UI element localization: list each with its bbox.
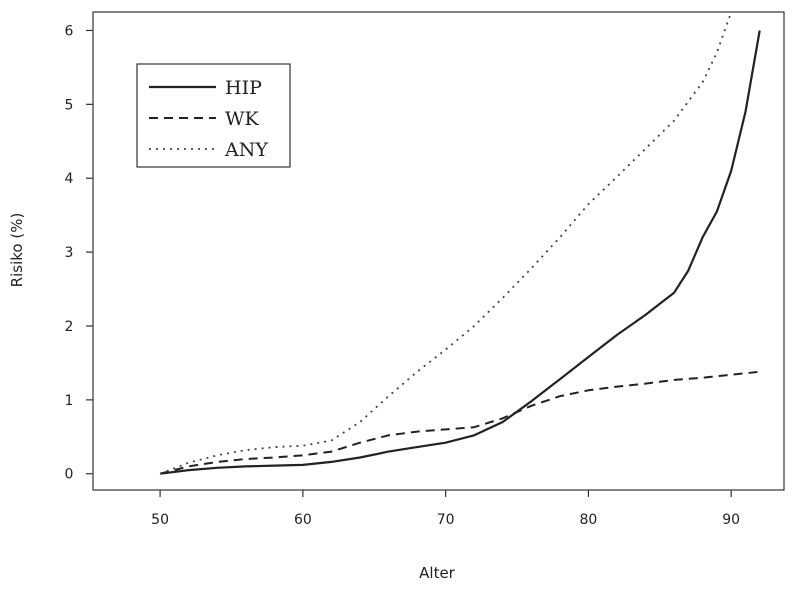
x-tick-label: 60 bbox=[294, 512, 312, 528]
series-lines bbox=[159, 12, 761, 475]
series-line-wk bbox=[159, 370, 760, 475]
y-axis-title: Risiko (%) bbox=[8, 213, 26, 288]
legend-label-hip: HIP bbox=[225, 77, 262, 99]
y-axis: 0 1 2 3 4 5 6 bbox=[65, 23, 93, 483]
x-tick-label: 90 bbox=[722, 512, 740, 528]
y-tick-label: 1 bbox=[65, 393, 74, 409]
legend-label-any: ANY bbox=[224, 139, 268, 161]
y-tick-label: 2 bbox=[65, 319, 74, 335]
legend: HIP WK ANY bbox=[136, 63, 291, 168]
y-tick-label: 5 bbox=[65, 97, 74, 113]
x-tick-label: 70 bbox=[437, 512, 455, 528]
y-tick-label: 6 bbox=[65, 23, 74, 39]
x-axis-title: Alter bbox=[419, 564, 456, 582]
plot-area-frame bbox=[92, 11, 785, 491]
y-tick-label: 4 bbox=[65, 171, 74, 187]
y-tick-label: 0 bbox=[65, 467, 74, 483]
x-tick-label: 80 bbox=[579, 512, 597, 528]
x-axis: 50 60 70 80 90 bbox=[151, 490, 740, 528]
x-tick-label: 50 bbox=[151, 512, 169, 528]
y-tick-label: 3 bbox=[65, 245, 74, 261]
legend-label-wk: WK bbox=[225, 108, 260, 130]
